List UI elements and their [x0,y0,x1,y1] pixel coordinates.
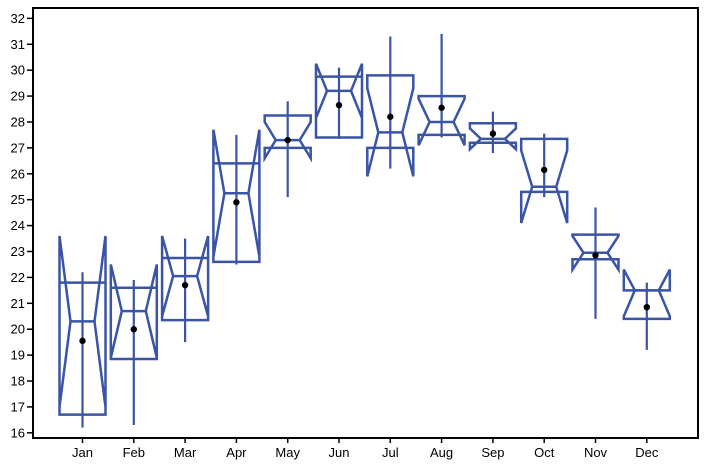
box-feb [111,264,157,425]
box-nov [573,207,619,318]
y-tick-label: 23 [11,244,25,259]
x-tick-label: Jul [382,445,399,460]
y-tick-label: 28 [11,114,25,129]
box-may [265,101,311,197]
x-tick-label: Jan [72,445,93,460]
y-tick-label: 31 [11,37,25,52]
boxes [60,34,670,428]
x-axis: Jan Feb Mar Apr May Jun Jul Aug Sep Oct Nov Dec [72,438,659,460]
y-axis: 16 17 18 19 20 21 22 23 24 25 26 27 28 29 30 31 32 [11,11,33,440]
x-tick-label: Apr [226,445,247,460]
mean-marker [131,326,137,332]
box-outline [419,96,465,145]
y-tick-label: 32 [11,11,25,26]
y-tick-label: 24 [11,218,25,233]
box-outline [60,236,106,415]
y-tick-label: 17 [11,399,25,414]
y-tick-label: 19 [11,348,25,363]
box-outline [624,270,670,319]
mean-marker [490,130,496,136]
y-tick-label: 21 [11,296,25,311]
mean-marker [233,199,239,205]
x-tick-label: Aug [430,445,453,460]
mean-marker [438,105,444,111]
box-outline [521,139,567,223]
mean-marker [592,252,598,258]
y-tick-label: 20 [11,322,25,337]
mean-marker [182,282,188,288]
y-tick-label: 18 [11,374,25,389]
x-tick-label: Nov [584,445,608,460]
x-tick-label: Feb [123,445,145,460]
box-apr [213,130,259,265]
x-tick-label: Jun [329,445,350,460]
x-tick-label: May [275,445,300,460]
x-tick-label: Mar [174,445,197,460]
y-tick-label: 16 [11,425,25,440]
y-tick-label: 22 [11,270,25,285]
y-tick-label: 25 [11,192,25,207]
mean-marker [336,102,342,108]
mean-marker [79,338,85,344]
box-dec [624,270,670,350]
box-jun [316,64,362,139]
mean-marker [285,137,291,143]
x-tick-label: Oct [534,445,555,460]
mean-marker [387,114,393,120]
y-tick-label: 26 [11,166,25,181]
mean-marker [644,304,650,310]
y-tick-label: 30 [11,63,25,78]
y-tick-label: 27 [11,140,25,155]
box-sep [470,112,516,153]
y-tick-label: 29 [11,89,25,104]
box-jan [60,236,106,428]
box-oct [521,134,567,223]
x-tick-label: Dec [635,445,659,460]
box-mar [162,236,208,342]
x-tick-label: Sep [481,445,504,460]
box-aug [419,34,465,145]
mean-marker [541,167,547,173]
box-jul [367,36,413,176]
